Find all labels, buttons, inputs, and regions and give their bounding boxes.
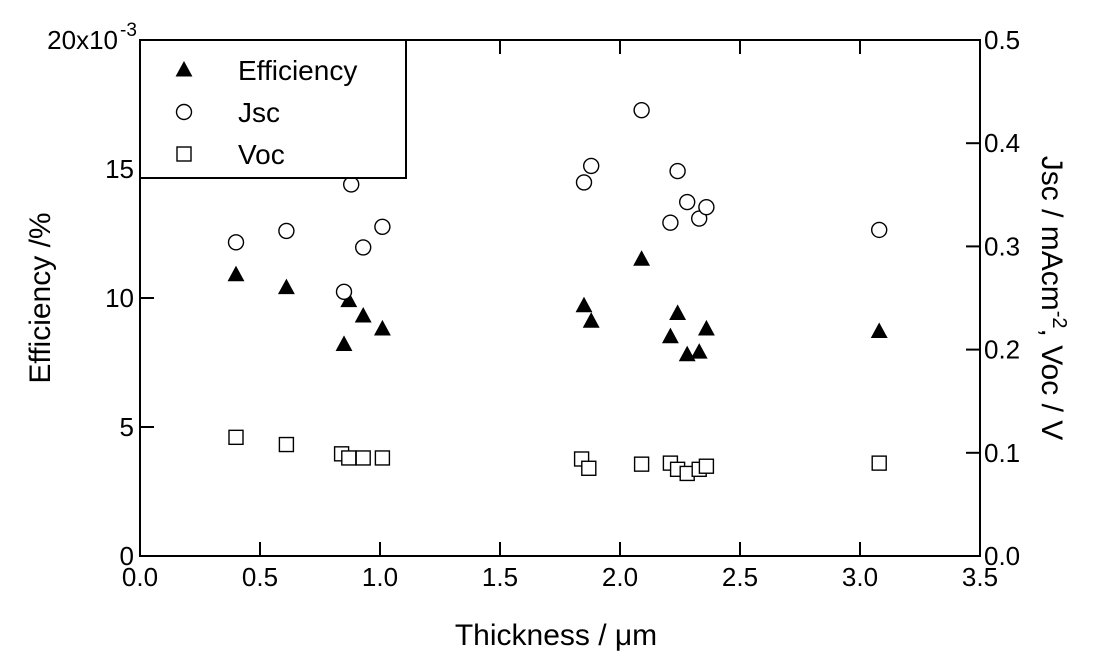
right-y-tick-label: 0.4 <box>984 128 1020 158</box>
x-tick-label: 2.0 <box>602 562 638 592</box>
series-jsc <box>227 101 888 301</box>
efficiency-point <box>227 265 245 282</box>
left-y-tick-label: 5 <box>120 412 134 442</box>
left-y-axis-ticks: 0 5 10 15 20x10 -3 <box>47 20 154 571</box>
voc-point <box>374 450 391 466</box>
jsc-point <box>669 162 686 180</box>
efficiency-point <box>661 327 679 344</box>
efficiency-point <box>277 278 295 295</box>
jsc-point <box>278 222 295 240</box>
jsc-point <box>335 283 353 301</box>
legend: Efficiency Jsc Voc <box>139 39 407 179</box>
jsc-point <box>575 174 593 191</box>
x-tick-label: 1.5 <box>482 562 518 592</box>
efficiency-point <box>633 250 651 266</box>
voc-point <box>341 450 357 466</box>
voc-point <box>581 460 597 476</box>
legend-marker-voc <box>176 146 192 162</box>
efficiency-point <box>373 319 391 336</box>
efficiency-point <box>697 319 715 336</box>
jsc-point <box>374 218 391 235</box>
jsc-point <box>698 198 715 216</box>
voc-point <box>228 429 244 446</box>
legend-label-voc: Voc <box>238 139 285 170</box>
right-y-tick-label: 0.5 <box>984 25 1020 55</box>
jsc-point <box>227 234 245 251</box>
right-y-axis-title-main: Jsc / mAcm <box>1035 156 1068 311</box>
jsc-point <box>343 176 360 193</box>
left-y-tick-label: 10 <box>105 283 134 313</box>
right-y-axis-title: Jsc / mAcm-2, Voc / V <box>1035 156 1070 441</box>
data-marks <box>227 101 888 482</box>
voc-point <box>871 455 887 471</box>
x-tick-label: 2.5 <box>722 562 758 592</box>
efficiency-point <box>335 335 353 351</box>
series-efficiency <box>227 250 888 362</box>
legend-marker-jsc <box>175 103 193 121</box>
legend-label-efficiency: Efficiency <box>238 55 357 86</box>
jsc-point <box>355 239 372 256</box>
jsc-point <box>679 193 696 211</box>
efficiency-point <box>354 307 372 323</box>
legend-label-jsc: Jsc <box>238 97 280 128</box>
jsc-point <box>871 221 888 239</box>
voc-point <box>278 436 295 453</box>
efficiency-point <box>582 312 600 328</box>
legend-entries: Efficiency Jsc Voc <box>175 55 357 170</box>
efficiency-point <box>870 322 888 339</box>
series-voc <box>228 429 887 482</box>
left-y-tick-label: 0 <box>120 541 134 571</box>
efficiency-point <box>575 296 593 313</box>
jsc-point <box>633 101 650 119</box>
left-y-tick-label: 20x10 <box>47 25 118 55</box>
right-y-tick-label: 0.0 <box>984 541 1020 571</box>
x-tick-label: 3.5 <box>962 562 998 592</box>
legend-marker-efficiency <box>175 60 193 77</box>
right-y-tick-label: 0.3 <box>984 231 1020 261</box>
x-axis-ticks: 0.0 0.5 1.0 1.5 2.0 2.5 3.0 3.5 <box>122 40 998 592</box>
right-y-axis-title-tail: , Voc / V <box>1035 329 1068 441</box>
right-y-axis-title-exponent: -2 <box>1048 311 1070 329</box>
right-y-tick-label: 0.2 <box>984 335 1020 365</box>
left-y-axis-title: Efficiency /% <box>24 212 57 383</box>
efficiency-point <box>669 304 687 320</box>
x-tick-label: 1.0 <box>362 562 398 592</box>
left-y-exponent: -3 <box>120 20 137 41</box>
efficiency-point <box>690 343 708 359</box>
voc-point <box>698 458 715 474</box>
jsc-point <box>662 214 679 231</box>
right-y-axis-ticks: 0.0 0.1 0.2 0.3 0.4 0.5 <box>966 25 1020 571</box>
x-axis-title: Thickness / μm <box>455 619 657 652</box>
right-y-tick-label: 0.1 <box>984 438 1020 468</box>
jsc-point <box>583 157 600 175</box>
voc-point <box>633 456 650 472</box>
efficiency-point <box>678 345 696 362</box>
left-y-tick-label: 15 <box>105 154 134 184</box>
x-tick-label: 0.5 <box>242 562 278 592</box>
x-tick-label: 3.0 <box>842 562 878 592</box>
x-tick-label: 0.0 <box>122 562 158 592</box>
voc-point <box>355 450 371 466</box>
